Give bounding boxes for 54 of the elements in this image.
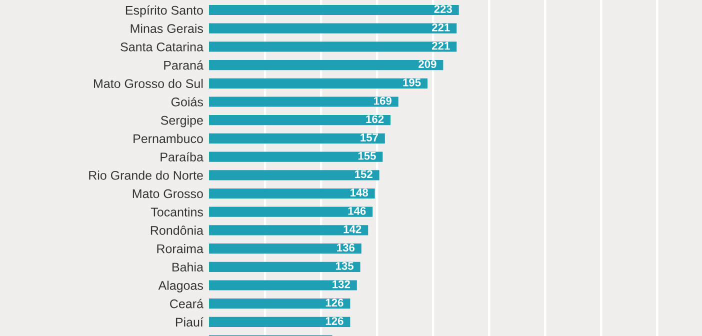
data-label: 223 [434,5,452,13]
y-tick-label: Alagoas [158,280,203,292]
data-label: 135 [336,262,354,270]
bar [209,262,360,272]
data-label: 152 [355,170,372,178]
y-tick-label: Espírito Santo [126,5,203,18]
data-label: 209 [418,60,436,68]
y-tick-label: Santa Catarina [120,42,204,52]
bar [209,244,362,254]
bar [209,316,350,327]
y-tick-label: Pernambuco [134,134,203,144]
bar [209,133,385,144]
bar [209,78,428,88]
y-tick-label: Minas Gerais [130,24,203,34]
data-label: 195 [403,78,421,86]
bar [209,60,444,70]
bar [209,188,375,199]
bar [209,96,398,107]
y-tick-label: Piauí [176,317,204,327]
y-tick-label: Rio Grande do Norte [89,170,203,180]
data-label: 169 [374,96,392,105]
y-tick-label: Mato Grosso [132,189,203,198]
data-label: 221 [432,42,450,50]
bar [209,206,373,217]
y-tick-label: Ceará [170,298,204,308]
data-label: 142 [344,225,362,234]
bar [209,42,457,52]
y-tick-label: Sergipe [160,116,203,128]
y-tick-label: Bahia [172,262,204,272]
bar [209,280,357,290]
bar [209,152,383,162]
y-tick-label: Roraima [157,244,204,254]
data-label: 132 [332,280,350,288]
data-label: 148 [350,188,368,196]
bar [209,4,459,16]
y-tick-label: Paraná [164,60,204,70]
data-label: 126 [326,298,344,307]
data-label: 155 [358,152,376,160]
y-tick-label: Paraíba [160,152,204,162]
bar [209,170,380,180]
bar [209,23,457,34]
data-label: 126 [326,317,344,325]
bar [209,298,350,309]
data-label: 157 [360,134,378,142]
y-tick-label: Tocantins [150,207,203,217]
y-tick-label: Mato Grosso do Sul [94,78,203,88]
data-label: 136 [337,244,355,252]
bar [209,225,368,236]
y-tick-label: Rondônia [150,226,204,235]
data-label: 162 [366,115,384,124]
data-label: 146 [348,206,366,215]
y-tick-label: Goiás [171,97,203,106]
bar [209,115,391,126]
data-label: 221 [432,23,450,32]
